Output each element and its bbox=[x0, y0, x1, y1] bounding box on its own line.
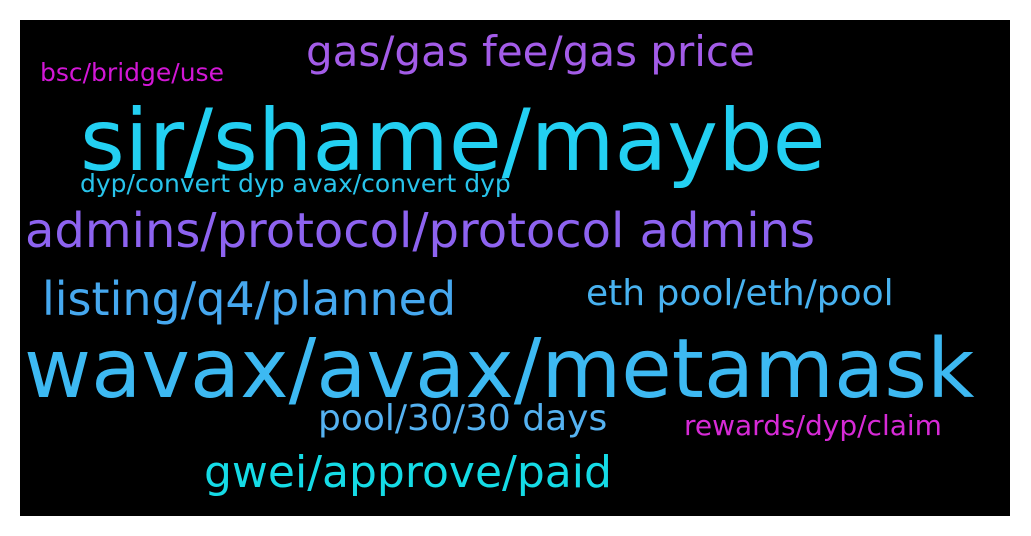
word-listing-q4-planned: listing/q4/planned bbox=[42, 272, 457, 326]
word-cloud: gas/gas fee/gas price bsc/bridge/use sir… bbox=[20, 20, 1010, 516]
word-eth-pool: eth pool/eth/pool bbox=[586, 273, 894, 314]
word-wavax-avax-metamask: wavax/avax/metamask bbox=[24, 322, 975, 417]
word-admins-protocol: admins/protocol/protocol admins bbox=[25, 203, 816, 259]
word-gas-gas-fee-gas-price: gas/gas fee/gas price bbox=[306, 27, 755, 76]
word-bsc-bridge-use: bsc/bridge/use bbox=[40, 58, 224, 87]
word-rewards-dyp-claim: rewards/dyp/claim bbox=[684, 409, 942, 442]
word-dyp-convert: dyp/convert dyp avax/convert dyp bbox=[80, 169, 511, 198]
word-pool-30-days: pool/30/30 days bbox=[318, 398, 608, 439]
word-sir-shame-maybe: sir/shame/maybe bbox=[80, 91, 826, 191]
word-gwei-approve-paid: gwei/approve/paid bbox=[204, 447, 612, 498]
